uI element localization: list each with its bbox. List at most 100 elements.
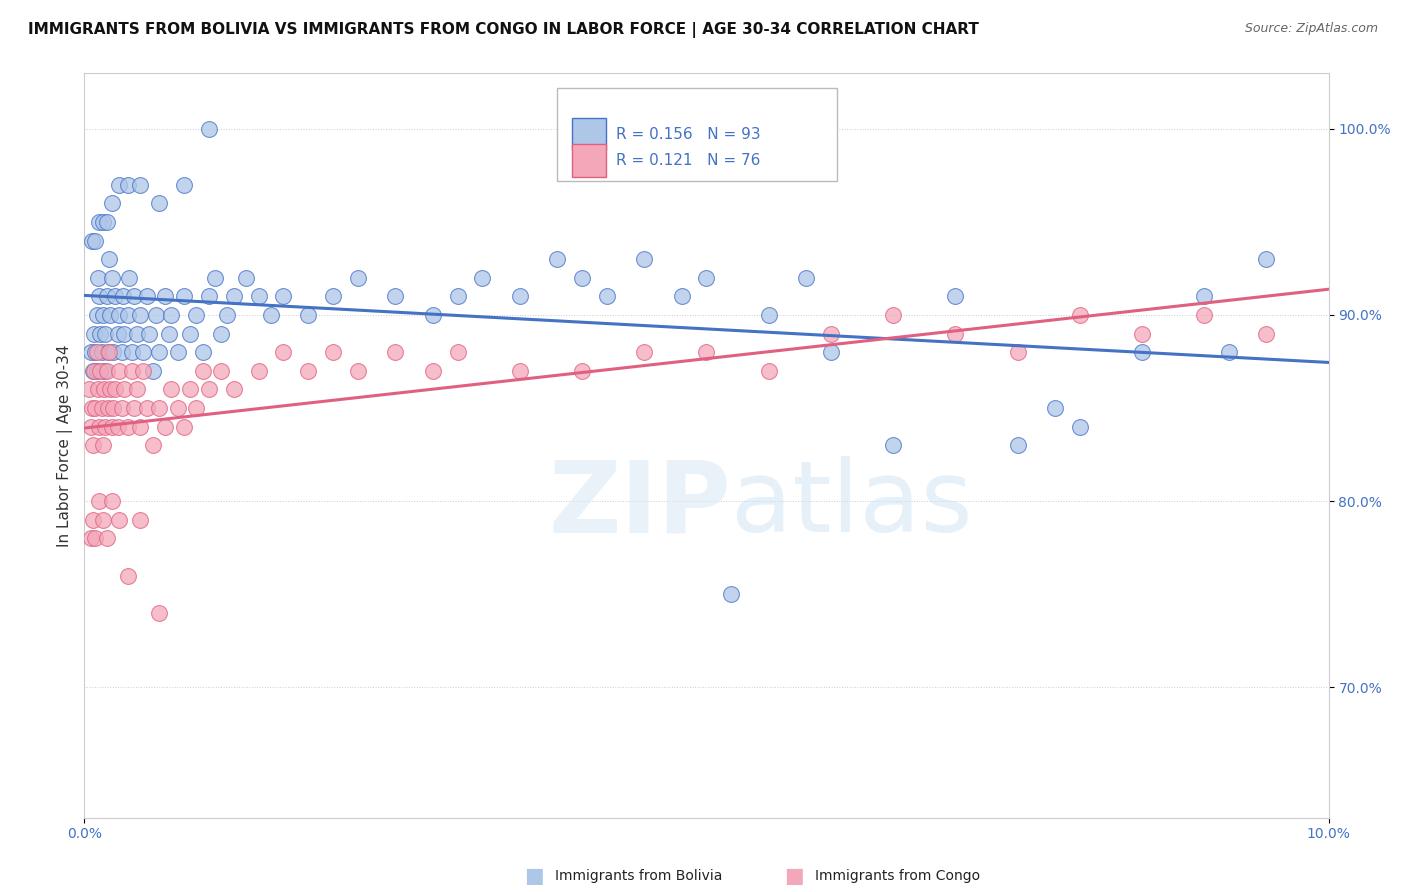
Point — [148, 345, 170, 359]
Point — [384, 289, 406, 303]
Point — [173, 289, 195, 303]
Text: atlas: atlas — [731, 457, 973, 553]
Point — [111, 345, 134, 359]
Point — [96, 289, 118, 303]
Point — [100, 196, 122, 211]
Point — [571, 270, 593, 285]
Point — [97, 401, 120, 415]
Point — [77, 383, 100, 397]
Point — [100, 494, 122, 508]
Point — [1069, 419, 1091, 434]
Point — [297, 364, 319, 378]
Point — [1192, 308, 1215, 322]
Point — [135, 289, 157, 303]
Point — [84, 234, 107, 248]
Point — [943, 289, 966, 303]
Point — [129, 419, 152, 434]
Point — [671, 289, 693, 303]
Point — [108, 308, 131, 322]
Point — [86, 364, 108, 378]
Text: R = 0.121   N = 76: R = 0.121 N = 76 — [616, 153, 761, 169]
Point — [882, 438, 904, 452]
Point — [422, 364, 444, 378]
Point — [108, 364, 131, 378]
Point — [98, 252, 121, 267]
Point — [820, 326, 842, 341]
Point — [1218, 345, 1240, 359]
Point — [1007, 438, 1029, 452]
Point — [384, 345, 406, 359]
Point — [117, 308, 139, 322]
Point — [96, 532, 118, 546]
Point — [89, 215, 111, 229]
Point — [83, 364, 105, 378]
Point — [94, 419, 117, 434]
Text: R = 0.156   N = 93: R = 0.156 N = 93 — [616, 127, 761, 142]
Point — [112, 383, 135, 397]
Point — [422, 308, 444, 322]
Point — [112, 326, 135, 341]
Point — [89, 494, 111, 508]
Point — [94, 326, 117, 341]
Point — [148, 401, 170, 415]
Point — [84, 401, 107, 415]
Point — [633, 252, 655, 267]
Point — [83, 326, 105, 341]
Point — [820, 345, 842, 359]
Point — [122, 289, 145, 303]
Point — [87, 383, 110, 397]
Point — [135, 401, 157, 415]
Point — [1130, 326, 1153, 341]
Point — [101, 345, 124, 359]
Point — [633, 345, 655, 359]
Point — [132, 345, 155, 359]
Point — [166, 345, 188, 359]
Point — [107, 419, 129, 434]
FancyBboxPatch shape — [572, 118, 606, 151]
Point — [129, 178, 152, 192]
Point — [186, 401, 208, 415]
Point — [509, 289, 531, 303]
Point — [84, 532, 107, 546]
Point — [197, 383, 219, 397]
Point — [720, 587, 742, 601]
Point — [97, 345, 120, 359]
Point — [87, 270, 110, 285]
Point — [186, 308, 208, 322]
Point — [91, 513, 114, 527]
Point — [596, 289, 619, 303]
Point — [91, 438, 114, 452]
Text: Immigrants from Congo: Immigrants from Congo — [815, 869, 980, 883]
Point — [173, 419, 195, 434]
Point — [125, 326, 148, 341]
Point — [1256, 252, 1278, 267]
Point — [104, 383, 127, 397]
Y-axis label: In Labor Force | Age 30-34: In Labor Force | Age 30-34 — [58, 344, 73, 547]
Point — [273, 289, 295, 303]
Point — [166, 401, 188, 415]
Point — [89, 289, 111, 303]
Point — [100, 270, 122, 285]
Point — [509, 364, 531, 378]
Point — [142, 364, 165, 378]
Text: IMMIGRANTS FROM BOLIVIA VS IMMIGRANTS FROM CONGO IN LABOR FORCE | AGE 30-34 CORR: IMMIGRANTS FROM BOLIVIA VS IMMIGRANTS FR… — [28, 22, 979, 38]
Text: ■: ■ — [785, 866, 804, 886]
Point — [121, 345, 143, 359]
Point — [98, 345, 121, 359]
Point — [153, 419, 176, 434]
Point — [89, 326, 111, 341]
Point — [758, 364, 780, 378]
Point — [197, 289, 219, 303]
Point — [322, 289, 344, 303]
Point — [758, 308, 780, 322]
Point — [695, 270, 717, 285]
Point — [197, 121, 219, 136]
Point — [222, 289, 245, 303]
Point — [943, 326, 966, 341]
Point — [138, 326, 160, 341]
Point — [1007, 345, 1029, 359]
Point — [160, 383, 183, 397]
Point — [273, 345, 295, 359]
Point — [1256, 326, 1278, 341]
Point — [100, 419, 122, 434]
